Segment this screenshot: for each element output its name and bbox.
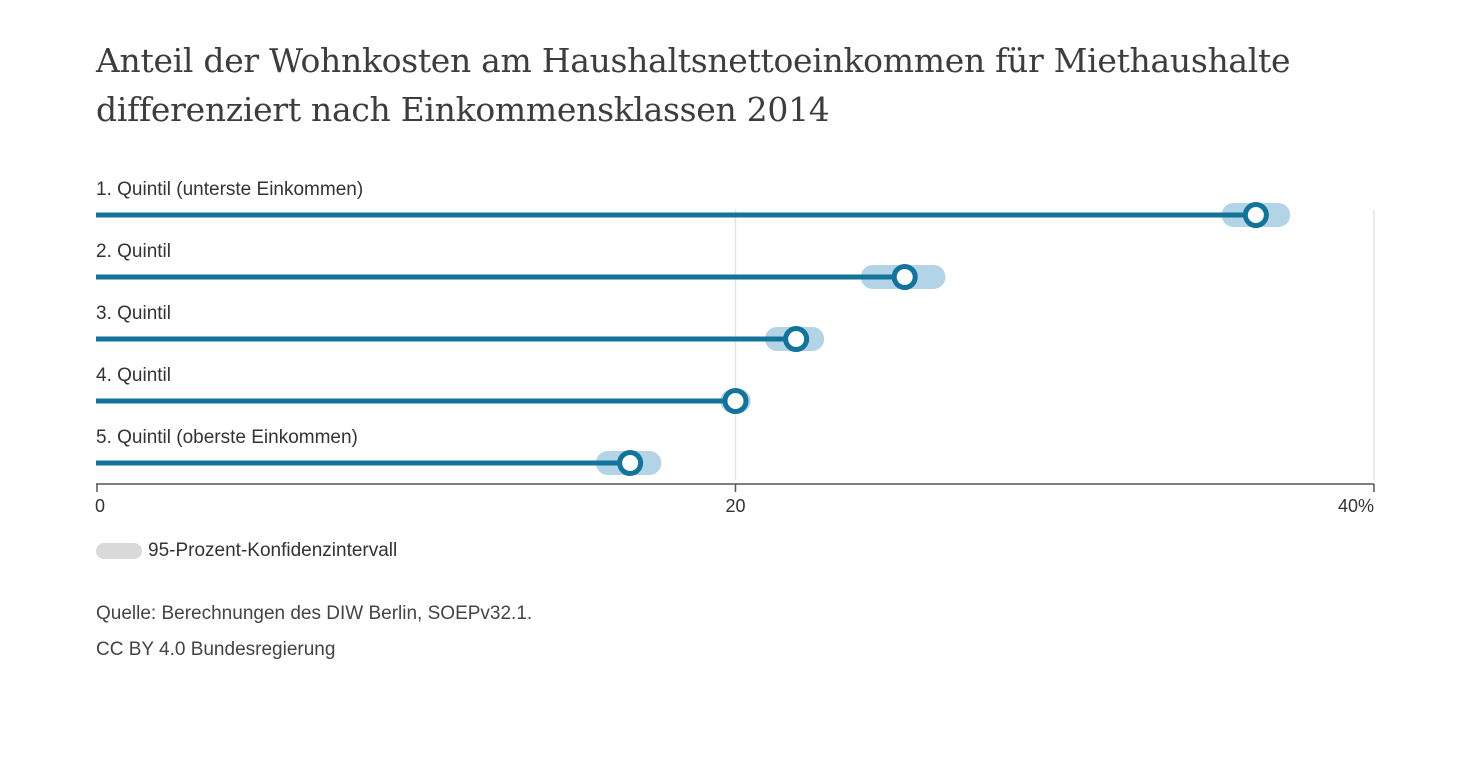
license-note: CC BY 4.0 Bundesregierung <box>96 639 336 660</box>
category-label: 1. Quintil (unterste Einkommen) <box>96 179 363 200</box>
chart-title-line-2: differenziert nach Einkommensklassen 201… <box>96 90 830 129</box>
legend-swatch-confidence-interval <box>96 543 142 559</box>
value-marker <box>1242 202 1269 228</box>
value-marker <box>891 264 918 290</box>
category-label: 4. Quintil <box>96 365 171 386</box>
x-tick-label-0: 0 <box>95 496 105 516</box>
category-label: 2. Quintil <box>96 241 171 262</box>
x-tick-label-20: 20 <box>725 496 745 516</box>
value-marker <box>783 326 810 352</box>
value-marker <box>617 450 644 476</box>
category-label: 5. Quintil (oberste Einkommen) <box>96 427 358 448</box>
category-label: 3. Quintil <box>96 303 171 324</box>
x-tick-label-40: 40% <box>1338 496 1374 516</box>
chart-footer: Quelle: Berechnungen des DIW Berlin, SOE… <box>96 596 532 668</box>
legend-label: 95-Prozent-Konfidenzintervall <box>148 540 398 561</box>
source-note: Quelle: Berechnungen des DIW Berlin, SOE… <box>96 603 533 624</box>
legend: 95-Prozent-Konfidenzintervall <box>96 537 397 565</box>
value-marker <box>722 388 749 414</box>
chart-title: Anteil der Wohnkosten am Haushaltsnettoe… <box>96 36 1396 134</box>
chart-title-line-1: Anteil der Wohnkosten am Haushaltsnettoe… <box>96 41 1291 80</box>
